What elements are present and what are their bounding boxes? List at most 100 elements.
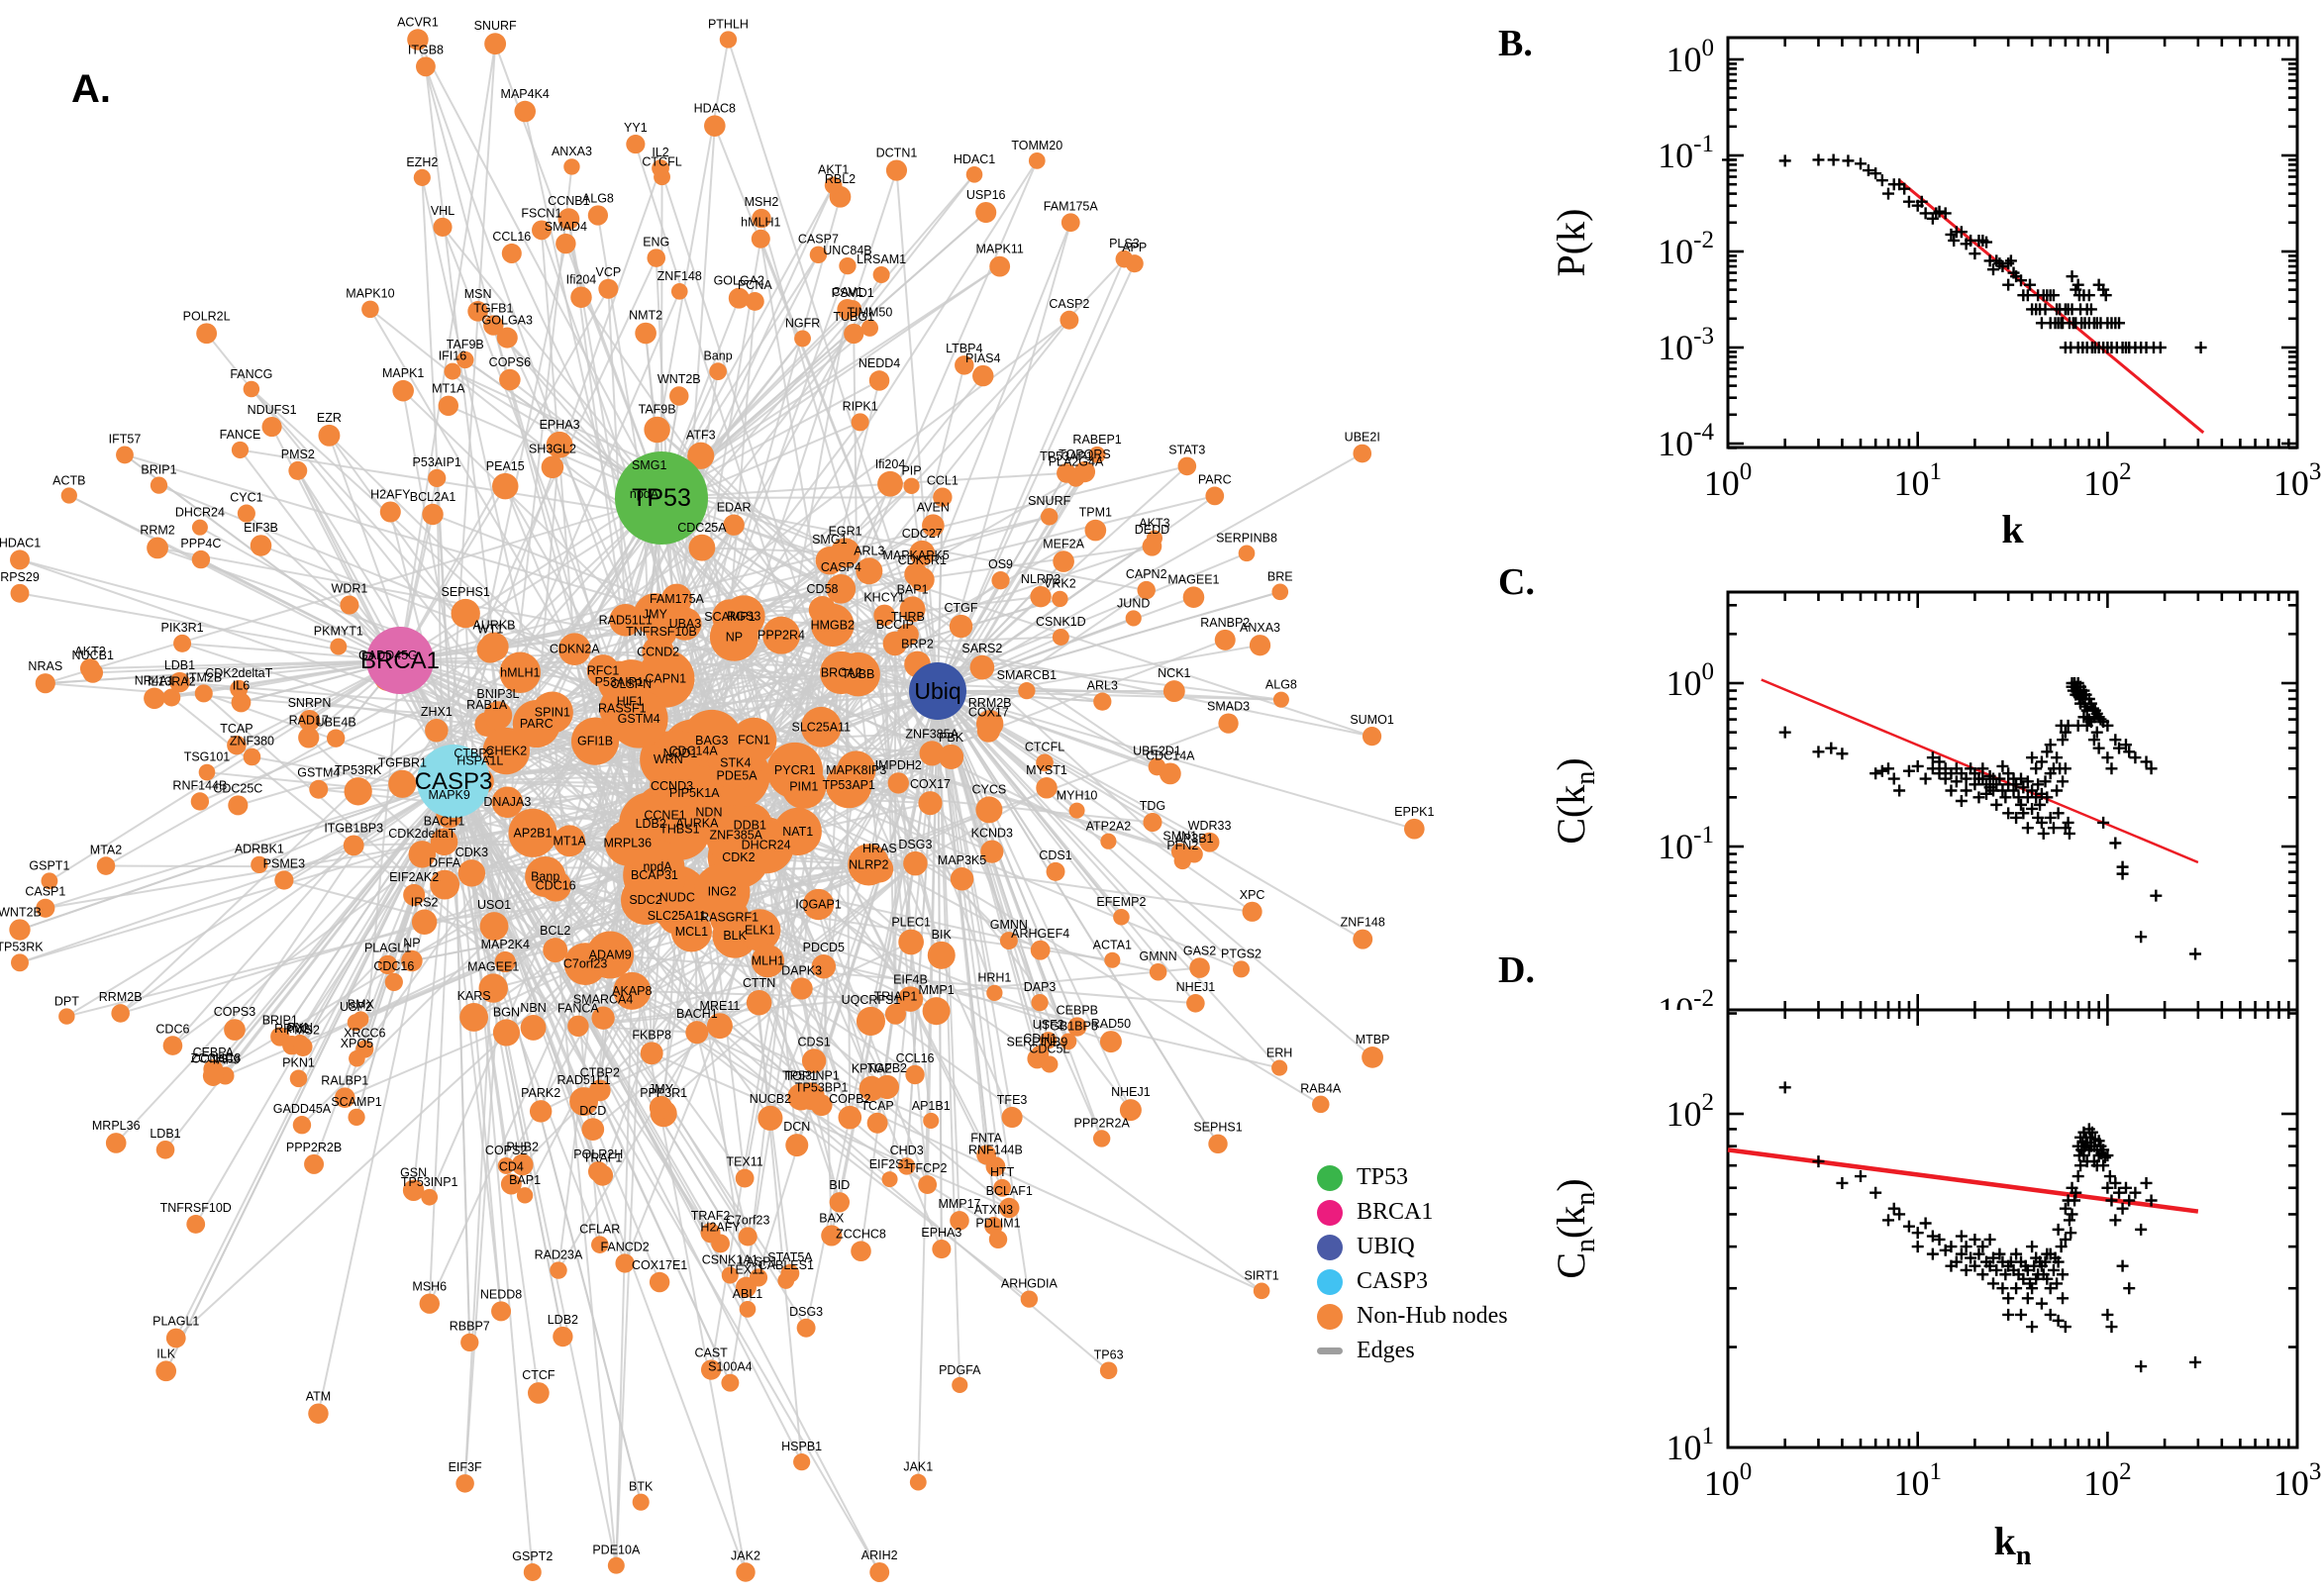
- node-label: CASP4: [821, 560, 861, 574]
- network-edge: [817, 690, 939, 905]
- node-label: COPS6: [489, 355, 531, 369]
- network-node: [512, 700, 560, 748]
- node-label: CDK2deltaT: [205, 666, 272, 680]
- network-node: [298, 727, 320, 748]
- network-node: [82, 662, 104, 683]
- legend-item-label: BRCA1: [1357, 1199, 1434, 1225]
- node-label: VCP: [596, 265, 622, 279]
- network-edge: [643, 513, 932, 804]
- node-label: AP3B1: [1175, 832, 1214, 846]
- network-edge: [937, 690, 1219, 1145]
- scatter-point: [1976, 762, 1989, 775]
- network-node: [721, 1373, 740, 1392]
- node-label: PMS2: [286, 1024, 320, 1038]
- node-label: MTBP: [1356, 1033, 1390, 1047]
- node-label: DDB1: [734, 819, 766, 833]
- node-label: CTTN: [743, 976, 775, 990]
- node-label: PIK3R1: [161, 621, 204, 635]
- scatter-point: [1911, 1241, 1924, 1253]
- network-edge: [181, 642, 401, 661]
- network-node: [402, 1179, 425, 1202]
- network-node: [986, 984, 1003, 1002]
- scatter-point: [2057, 775, 2070, 788]
- node-label: C7orf23: [726, 1213, 770, 1227]
- node-label: CFLAR: [579, 1222, 620, 1236]
- network-node: [1100, 833, 1117, 849]
- node-label: CTCFL: [1025, 740, 1064, 753]
- network-edge: [203, 692, 506, 963]
- network-node: [1186, 993, 1205, 1013]
- network-edge: [246, 512, 401, 661]
- network-node: [1182, 586, 1205, 608]
- network-node: [851, 1241, 871, 1261]
- node-label: RPS29: [0, 570, 40, 584]
- scatter-point: [2030, 762, 2043, 775]
- node-label: XRCC6: [344, 1027, 385, 1041]
- network-edge: [399, 659, 881, 1573]
- network-edge: [302, 780, 454, 1047]
- node-label: ALG8: [1265, 678, 1297, 692]
- node-label: CLSPN: [610, 677, 652, 691]
- network-node: [570, 717, 620, 765]
- network-node: [649, 1271, 670, 1293]
- node-label: ADRBK1: [235, 843, 284, 856]
- node-label: BAP1: [509, 1173, 541, 1187]
- node-label: SCAMP1: [704, 610, 755, 624]
- scatter-point: [2041, 791, 2054, 804]
- network-node: [1238, 545, 1256, 562]
- scatter-point: [2039, 303, 2052, 316]
- node-label: ATM: [306, 1389, 331, 1403]
- network-node: [860, 319, 879, 337]
- network-node: [975, 710, 1004, 738]
- node-label: GADD45A: [273, 1102, 332, 1116]
- hub-node-ubiq: [909, 662, 966, 720]
- scatter-point: [2026, 1321, 2039, 1334]
- network-node: [1046, 861, 1065, 881]
- network-node: [304, 1153, 325, 1174]
- node-label: ARIH2: [861, 1548, 898, 1562]
- scatter-point: [1854, 1170, 1867, 1183]
- network-node: [1052, 590, 1068, 608]
- scatter-point: [1869, 1186, 1882, 1199]
- network-node: [543, 938, 568, 963]
- network-node: [516, 1187, 534, 1204]
- scatter-point: [2101, 1149, 2114, 1162]
- network-node: [821, 1225, 843, 1247]
- network-node: [887, 772, 909, 794]
- network-node: [790, 977, 813, 1000]
- network-edge: [743, 159, 1039, 618]
- network-node: [607, 1556, 625, 1574]
- network-node: [809, 246, 828, 264]
- node-label: MAGEE1: [467, 959, 519, 973]
- scatter-point: [1948, 234, 1961, 247]
- network-edge: [453, 780, 618, 1566]
- node-label: USF2: [1033, 1018, 1064, 1032]
- network-node: [289, 1069, 308, 1088]
- network-node: [456, 350, 474, 369]
- node-label: LDB2: [548, 1313, 578, 1327]
- legend-item-label: UBIQ: [1357, 1234, 1415, 1259]
- network-node: [746, 989, 772, 1016]
- node-label: GSTM4: [618, 712, 660, 726]
- network-edge: [453, 780, 661, 1283]
- network-node: [231, 441, 250, 459]
- network-node: [459, 1003, 489, 1032]
- node-label: EZR: [317, 411, 342, 425]
- network-edge: [45, 780, 454, 910]
- node-label: NAT1: [782, 825, 813, 839]
- node-label: MRPL36: [92, 1119, 141, 1133]
- network-node: [1088, 446, 1106, 463]
- network-node: [897, 986, 924, 1012]
- legend-item-ubiq: UBIQ: [1317, 1230, 1555, 1264]
- scatter-point: [2035, 755, 2048, 768]
- scatter-point: [1933, 755, 1946, 768]
- node-label: ARHGDIA: [1001, 1276, 1059, 1290]
- network-node: [903, 850, 928, 876]
- node-label: WDR33: [1188, 819, 1232, 833]
- scatter-point: [2094, 713, 2107, 726]
- network-node: [796, 1318, 816, 1338]
- scatter-point: [2097, 816, 2110, 829]
- network-node: [613, 971, 652, 1010]
- network-node: [413, 168, 431, 186]
- network-node: [685, 1021, 709, 1045]
